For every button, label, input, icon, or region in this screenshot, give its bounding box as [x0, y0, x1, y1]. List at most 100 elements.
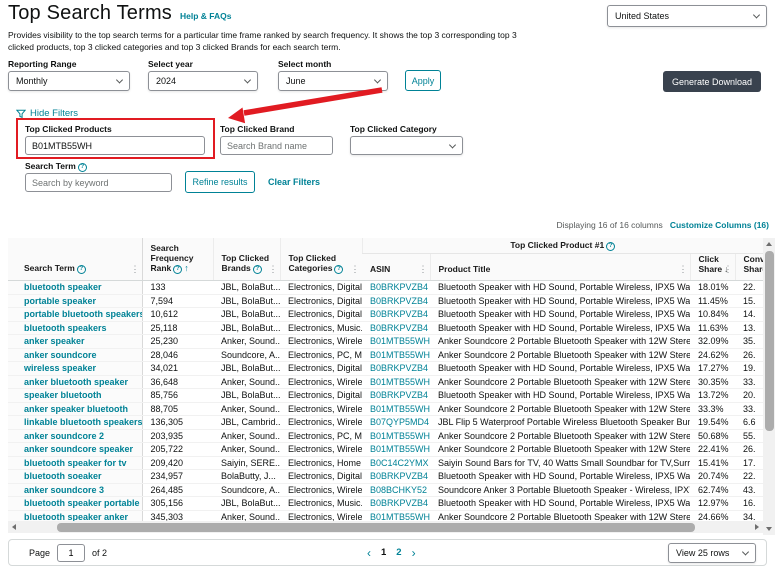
asin-link[interactable]: B01MTB55WH [370, 444, 430, 455]
info-icon[interactable]: ? [77, 163, 87, 172]
search-term-link[interactable]: anker bluetooth speaker [24, 376, 129, 387]
asin-link[interactable]: B01MTB55WH [370, 336, 430, 347]
search-term-link[interactable]: portable bluetooth speakers [24, 309, 142, 320]
sort-ascending-icon[interactable]: ↑ [184, 263, 189, 273]
col-header-search-term[interactable]: Search Term? ⋮ [8, 238, 143, 281]
rows-per-page-select[interactable]: View 25 rows [668, 543, 756, 563]
top-clicked-brands-cell: JBL, BolaBut... [213, 388, 280, 403]
horizontal-scrollbar-thumb[interactable] [57, 522, 695, 532]
search-term-link[interactable]: anker soundcore 2 [24, 430, 105, 441]
info-icon[interactable]: ? [76, 265, 86, 274]
asin-link[interactable]: B0BRKPVZB4 [370, 309, 429, 320]
asin-link[interactable]: B0BRKPVZB4 [370, 498, 429, 509]
asin-link[interactable]: B0BRKPVZB4 [370, 390, 429, 401]
info-icon[interactable]: ? [252, 265, 262, 274]
horizontal-scrollbar[interactable] [8, 521, 763, 533]
column-menu-icon[interactable]: ⋮ [678, 264, 688, 274]
search-term-link[interactable]: portable speaker [24, 295, 97, 306]
asin-link[interactable]: B08BCHKY52 [370, 484, 428, 495]
clear-filters-link[interactable]: Clear Filters [268, 177, 321, 187]
column-menu-icon[interactable]: ⋮ [418, 264, 428, 274]
info-icon[interactable]: ? [334, 265, 344, 274]
page-2-link[interactable]: 2 [396, 547, 402, 558]
info-icon[interactable]: ? [173, 265, 183, 274]
previous-page-icon[interactable]: ‹ [367, 545, 371, 560]
asin-link[interactable]: B0BRKPVZB4 [370, 282, 429, 293]
column-menu-icon[interactable]: ⋮ [130, 264, 140, 274]
country-select[interactable]: United States [607, 5, 767, 27]
scroll-right-icon[interactable] [755, 524, 759, 530]
product-title-cell: JBL Flip 5 Waterproof Portable Wireless … [430, 415, 690, 430]
col-header-top-clicked-brands[interactable]: Top Clicked Brands? ⋮ [212, 238, 280, 281]
scroll-up-icon[interactable] [766, 242, 772, 246]
search-term-link[interactable]: anker soundcore [24, 349, 97, 360]
asin-link[interactable]: B01MTB55WH [370, 349, 430, 360]
search-term-link[interactable]: bluetooth speakers [24, 322, 107, 333]
search-term-link[interactable]: speaker bluetooth [24, 390, 102, 401]
vertical-scrollbar-thumb[interactable] [764, 251, 774, 431]
asin-link[interactable]: B0BRKPVZB4 [370, 363, 429, 374]
asin-link[interactable]: B01MTB55WH [370, 403, 430, 414]
search-term-link[interactable]: bluetooth soeaker [24, 471, 102, 482]
asin-link[interactable]: B0BRKPVZB4 [370, 295, 429, 306]
search-term-link[interactable]: anker soundcore speaker [24, 444, 134, 455]
column-menu-icon[interactable]: ⋮ [268, 264, 278, 274]
asin-link[interactable]: B0BRKPVZB4 [370, 471, 429, 482]
apply-button[interactable]: Apply [405, 70, 441, 91]
search-term-link[interactable]: wireless speaker [24, 363, 97, 374]
search-term-link[interactable]: bluetooth speaker [24, 282, 102, 293]
help-faqs-link[interactable]: Help & FAQs [180, 11, 232, 21]
col-header-search-frequency-rank[interactable]: Search Frequency Rank? ↑ [141, 238, 213, 281]
select-month-select[interactable]: June [278, 71, 388, 91]
search-term-input[interactable] [25, 173, 172, 192]
scroll-down-icon[interactable] [766, 527, 772, 531]
search-term-link[interactable]: anker soundcore 3 [24, 484, 105, 495]
top-clicked-categories-cell: Electronics, Wirele... [280, 442, 362, 457]
next-page-icon[interactable]: › [411, 545, 416, 560]
top-clicked-products-input[interactable] [25, 136, 205, 155]
col-header-asin[interactable]: ASIN ⋮ [362, 253, 430, 281]
search-term-link[interactable]: bluetooth speaker anker [24, 511, 129, 522]
search-term-link[interactable]: anker speaker bluetooth [24, 403, 129, 414]
search-term-link[interactable]: anker speaker [24, 336, 85, 347]
reporting-range-select[interactable]: Monthly [8, 71, 130, 91]
table-row: anker speaker bluetooth 88,705 Anker, So… [8, 402, 764, 416]
col-header-product-title[interactable]: Product Title ⋮ [429, 253, 690, 281]
col-header-top-clicked-categories[interactable]: Top Clicked Categories? ⋮ [279, 238, 362, 281]
click-share-cell: 22.41% [690, 442, 735, 457]
conversion-share-cell: 22. [735, 469, 764, 484]
scroll-left-icon[interactable] [12, 524, 16, 530]
refine-results-button[interactable]: Refine results [185, 171, 255, 193]
product-title-cell: Anker Soundcore 2 Portable Bluetooth Spe… [430, 402, 690, 416]
column-menu-icon[interactable]: ⋮ [723, 264, 733, 274]
page-number-input[interactable] [57, 543, 86, 562]
asin-link[interactable]: B01MTB55WH [370, 511, 430, 522]
search-term-link[interactable]: bluetooth speaker portable [24, 498, 140, 509]
sort-descending-icon[interactable]: ↓ [724, 264, 729, 274]
asin-link[interactable]: B01MTB55WH [370, 430, 430, 441]
page-1-current[interactable]: 1 [381, 547, 387, 558]
col-header-conversion-share[interactable]: Conversion Share [734, 253, 775, 281]
info-icon[interactable]: ? [606, 242, 616, 251]
asin-link[interactable]: B01MTB55WH [370, 376, 430, 387]
col-header-click-share[interactable]: Click Share ↓ ⋮ [689, 253, 735, 281]
search-term-link[interactable]: bluetooth speaker for tv [24, 457, 127, 468]
top-clicked-category-label: Top Clicked Category [350, 124, 437, 134]
table-row: anker soundcore 3 264,485 Soundcore, A..… [8, 483, 764, 497]
filter-funnel-icon [16, 109, 26, 118]
top-clicked-brands-cell: JBL, BolaBut... [213, 280, 280, 295]
asin-link[interactable]: B07QYP5MD4 [370, 417, 430, 428]
asin-link[interactable]: B0BRKPVZB4 [370, 322, 429, 333]
click-share-cell: 33.3% [690, 402, 735, 416]
top-clicked-brand-input[interactable] [220, 136, 333, 155]
select-year-select[interactable]: 2024 [148, 71, 258, 91]
search-term-link[interactable]: linkable bluetooth speakers [24, 417, 142, 428]
top-clicked-category-select[interactable] [350, 136, 463, 155]
hide-filters-toggle[interactable]: Hide Filters [16, 108, 78, 119]
column-menu-icon[interactable]: ⋮ [350, 264, 360, 274]
customize-columns-link[interactable]: Customize Columns (16) [669, 220, 769, 230]
generate-download-button[interactable]: Generate Download [663, 71, 761, 92]
search-frequency-rank-cell: 209,420 [142, 456, 213, 470]
vertical-scrollbar[interactable] [763, 238, 775, 535]
asin-link[interactable]: B0C14C2YMX [370, 457, 429, 468]
